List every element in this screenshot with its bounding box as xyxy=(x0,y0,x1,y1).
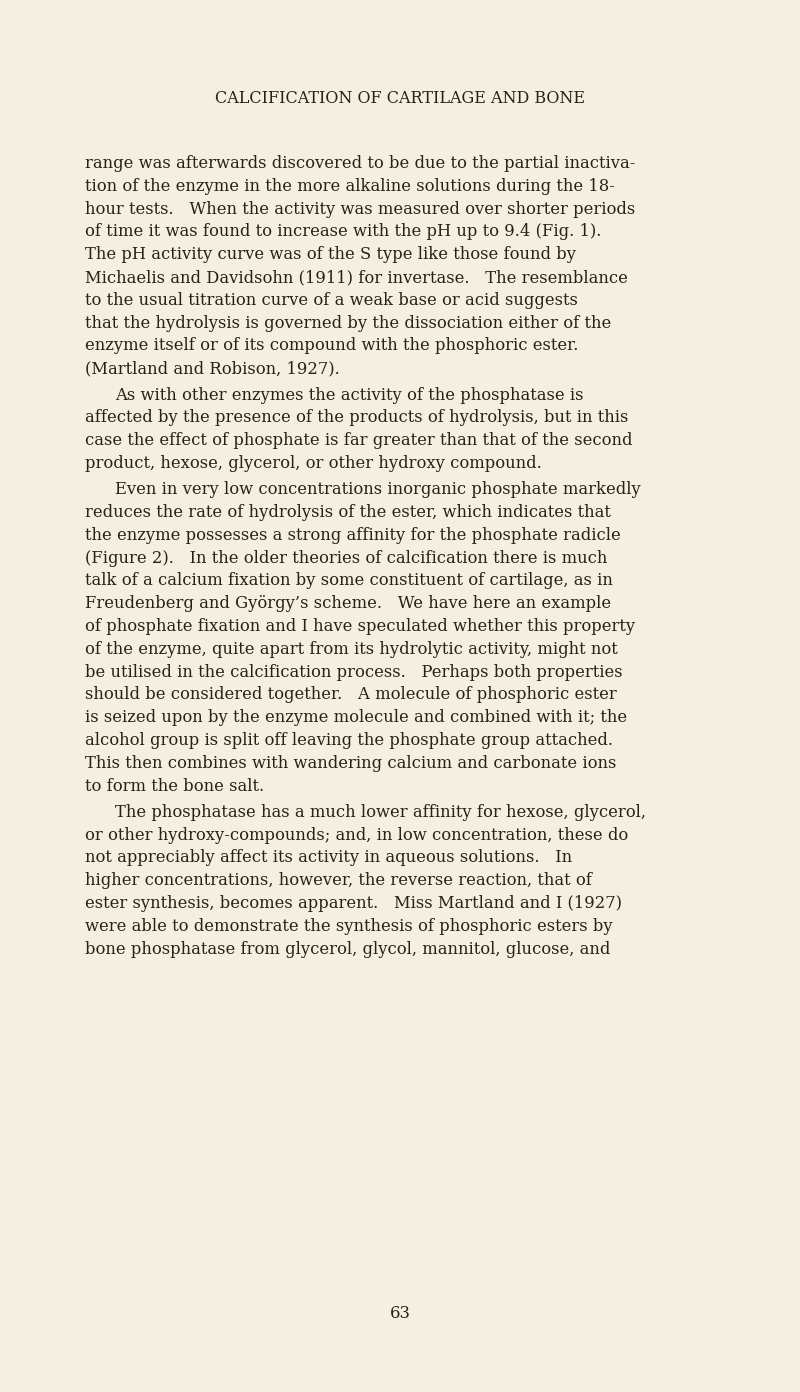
Text: ester synthesis, becomes apparent.   Miss Martland and I (1927): ester synthesis, becomes apparent. Miss … xyxy=(85,895,622,912)
Text: to form the bone salt.: to form the bone salt. xyxy=(85,778,264,795)
Text: product, hexose, glycerol, or other hydroxy compound.: product, hexose, glycerol, or other hydr… xyxy=(85,455,542,472)
Text: to the usual titration curve of a weak base or acid suggests: to the usual titration curve of a weak b… xyxy=(85,292,578,309)
Text: not appreciably affect its activity in aqueous solutions.   In: not appreciably affect its activity in a… xyxy=(85,849,572,866)
Text: 63: 63 xyxy=(390,1306,410,1322)
Text: bone phosphatase from glycerol, glycol, mannitol, glucose, and: bone phosphatase from glycerol, glycol, … xyxy=(85,941,610,958)
Text: tion of the enzyme in the more alkaline solutions during the 18-: tion of the enzyme in the more alkaline … xyxy=(85,178,615,195)
Text: Michaelis and Davidsohn (1911) for invertase.   The resemblance: Michaelis and Davidsohn (1911) for inver… xyxy=(85,269,628,285)
Text: that the hydrolysis is governed by the dissociation either of the: that the hydrolysis is governed by the d… xyxy=(85,315,611,331)
Text: CALCIFICATION OF CARTILAGE AND BONE: CALCIFICATION OF CARTILAGE AND BONE xyxy=(215,90,585,107)
Text: is seized upon by the enzyme molecule and combined with it; the: is seized upon by the enzyme molecule an… xyxy=(85,709,627,727)
Text: case the effect of phosphate is far greater than that of the second: case the effect of phosphate is far grea… xyxy=(85,432,633,450)
Text: enzyme itself or of its compound with the phosphoric ester.: enzyme itself or of its compound with th… xyxy=(85,337,578,355)
Text: talk of a calcium fixation by some constituent of cartilage, as in: talk of a calcium fixation by some const… xyxy=(85,572,613,589)
Text: should be considered together.   A molecule of phosphoric ester: should be considered together. A molecul… xyxy=(85,686,617,703)
Text: be utilised in the calcification process.   Perhaps both properties: be utilised in the calcification process… xyxy=(85,664,622,681)
Text: reduces the rate of hydrolysis of the ester, which indicates that: reduces the rate of hydrolysis of the es… xyxy=(85,504,611,521)
Text: The phosphatase has a much lower affinity for hexose, glycerol,: The phosphatase has a much lower affinit… xyxy=(115,805,646,821)
Text: of the enzyme, quite apart from its hydrolytic activity, might not: of the enzyme, quite apart from its hydr… xyxy=(85,640,618,658)
Text: affected by the presence of the products of hydrolysis, but in this: affected by the presence of the products… xyxy=(85,409,628,426)
Text: hour tests.   When the activity was measured over shorter periods: hour tests. When the activity was measur… xyxy=(85,200,635,217)
Text: higher concentrations, however, the reverse reaction, that of: higher concentrations, however, the reve… xyxy=(85,873,592,889)
Text: the enzyme possesses a strong affinity for the phosphate radicle: the enzyme possesses a strong affinity f… xyxy=(85,526,621,544)
Text: alcohol group is split off leaving the phosphate group attached.: alcohol group is split off leaving the p… xyxy=(85,732,613,749)
Text: of phosphate fixation and I have speculated whether this property: of phosphate fixation and I have specula… xyxy=(85,618,635,635)
Text: (Figure 2).   In the older theories of calcification there is much: (Figure 2). In the older theories of cal… xyxy=(85,550,607,567)
Text: As with other enzymes the activity of the phosphatase is: As with other enzymes the activity of th… xyxy=(115,387,583,404)
Text: were able to demonstrate the synthesis of phosphoric esters by: were able to demonstrate the synthesis o… xyxy=(85,917,613,935)
Text: or other hydroxy-compounds; and, in low concentration, these do: or other hydroxy-compounds; and, in low … xyxy=(85,827,628,844)
Text: The pH activity curve was of the S type like those found by: The pH activity curve was of the S type … xyxy=(85,246,576,263)
Text: Even in very low concentrations inorganic phosphate markedly: Even in very low concentrations inorgani… xyxy=(115,482,641,498)
Text: of time it was found to increase with the pH up to 9.4 (Fig. 1).: of time it was found to increase with th… xyxy=(85,223,602,241)
Text: This then combines with wandering calcium and carbonate ions: This then combines with wandering calciu… xyxy=(85,754,616,771)
Text: range was afterwards discovered to be due to the partial inactiva-: range was afterwards discovered to be du… xyxy=(85,155,635,173)
Text: (Martland and Robison, 1927).: (Martland and Robison, 1927). xyxy=(85,361,340,377)
Text: Freudenberg and György’s scheme.   We have here an example: Freudenberg and György’s scheme. We have… xyxy=(85,596,611,612)
